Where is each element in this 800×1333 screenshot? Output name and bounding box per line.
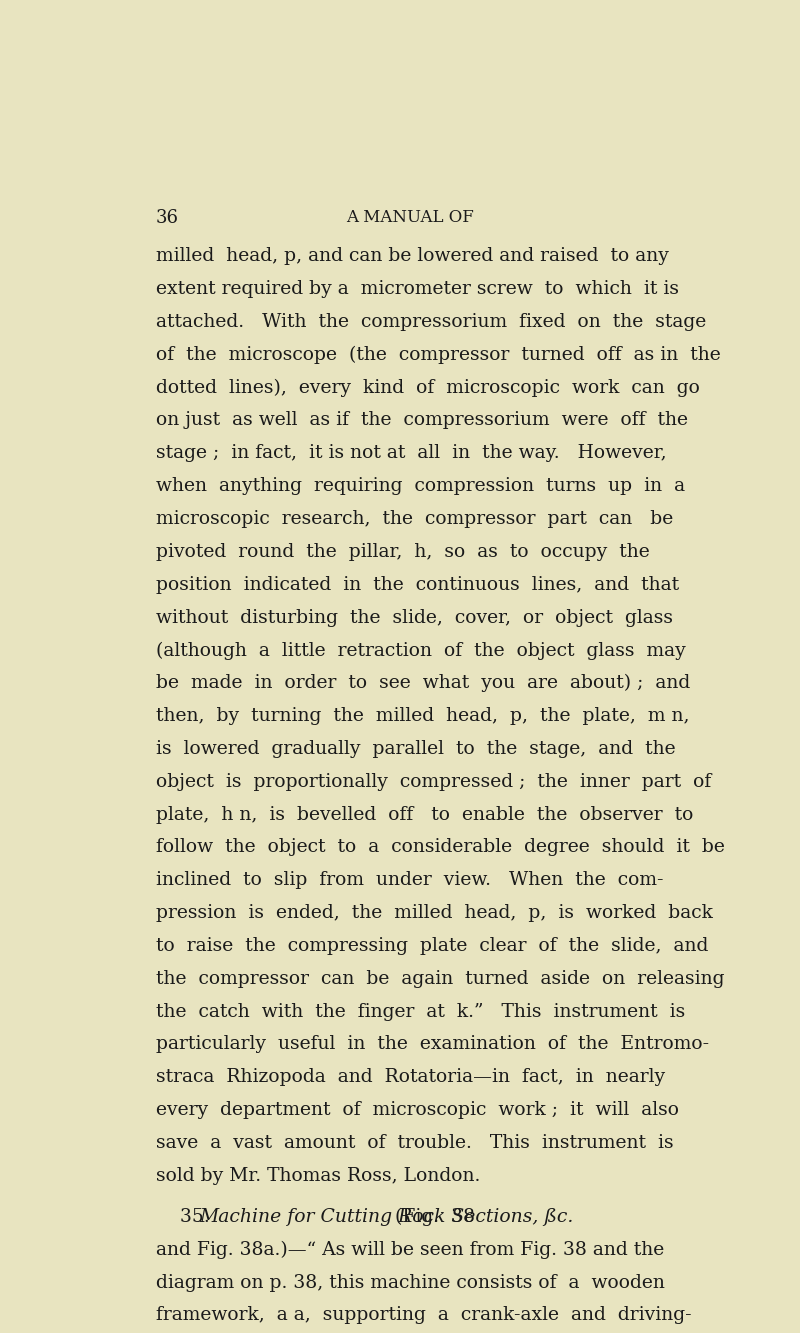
Text: be  made  in  order  to  see  what  you  are  about) ;  and: be made in order to see what you are abo… [156,674,690,692]
Text: sold by Mr. Thomas Ross, London.: sold by Mr. Thomas Ross, London. [156,1166,480,1185]
Text: straca  Rhizopoda  and  Rotatoria—in  fact,  in  nearly: straca Rhizopoda and Rotatoria—in fact, … [156,1068,665,1086]
Text: the  catch  with  the  finger  at  k.”   This  instrument  is: the catch with the finger at k.” This in… [156,1002,685,1021]
Text: (although  a  little  retraction  of  the  object  glass  may: (although a little retraction of the obj… [156,641,686,660]
Text: A MANUAL OF: A MANUAL OF [346,209,474,227]
Text: of  the  microscope  (the  compressor  turned  off  as in  the: of the microscope (the compressor turned… [156,345,721,364]
Text: inclined  to  slip  from  under  view.   When  the  com-: inclined to slip from under view. When t… [156,872,663,889]
Text: object  is  proportionally  compressed ;  the  inner  part  of: object is proportionally compressed ; th… [156,773,711,790]
Text: without  disturbing  the  slide,  cover,  or  object  glass: without disturbing the slide, cover, or … [156,608,673,627]
Text: when  anything  requiring  compression  turns  up  in  a: when anything requiring compression turn… [156,477,685,495]
Text: extent required by a  micrometer screw  to  which  it is: extent required by a micrometer screw to… [156,280,678,299]
Text: milled  head, p, and can be lowered and raised  to any: milled head, p, and can be lowered and r… [156,247,669,265]
Text: Machine for Cutting Rock Sections, ßc.: Machine for Cutting Rock Sections, ßc. [199,1208,574,1226]
Text: attached.   With  the  compressorium  fixed  on  the  stage: attached. With the compressorium fixed o… [156,313,706,331]
Text: every  department  of  microscopic  work ;  it  will  also: every department of microscopic work ; i… [156,1101,678,1120]
Text: then,  by  turning  the  milled  head,  p,  the  plate,  m n,: then, by turning the milled head, p, the… [156,706,690,725]
Text: pivoted  round  the  pillar,  h,  so  as  to  occupy  the: pivoted round the pillar, h, so as to oc… [156,543,650,561]
Text: diagram on p. 38, this machine consists of  a  wooden: diagram on p. 38, this machine consists … [156,1273,665,1292]
Text: 35.: 35. [156,1208,222,1226]
Text: follow  the  object  to  a  considerable  degree  should  it  be: follow the object to a considerable degr… [156,838,725,856]
Text: is  lowered  gradually  parallel  to  the  stage,  and  the: is lowered gradually parallel to the sta… [156,740,675,758]
Text: particularly  useful  in  the  examination  of  the  Entromo-: particularly useful in the examination o… [156,1036,709,1053]
Text: on just  as well  as if  the  compressorium  were  off  the: on just as well as if the compressorium … [156,412,688,429]
Text: save  a  vast  amount  of  trouble.   This  instrument  is: save a vast amount of trouble. This inst… [156,1134,674,1152]
Text: (Fig.  38: (Fig. 38 [383,1208,475,1226]
Text: the  compressor  can  be  again  turned  aside  on  releasing: the compressor can be again turned aside… [156,970,724,988]
Text: to  raise  the  compressing  plate  clear  of  the  slide,  and: to raise the compressing plate clear of … [156,937,708,954]
Text: pression  is  ended,  the  milled  head,  p,  is  worked  back: pression is ended, the milled head, p, i… [156,904,713,922]
Text: position  indicated  in  the  continuous  lines,  and  that: position indicated in the continuous lin… [156,576,679,593]
Text: stage ;  in fact,  it is not at  all  in  the way.   However,: stage ; in fact, it is not at all in the… [156,444,666,463]
Text: plate,  h n,  is  bevelled  off   to  enable  the  observer  to: plate, h n, is bevelled off to enable th… [156,805,693,824]
Text: dotted  lines),  every  kind  of  microscopic  work  can  go: dotted lines), every kind of microscopic… [156,379,700,397]
Text: and Fig. 38a.)—“ As will be seen from Fig. 38 and the: and Fig. 38a.)—“ As will be seen from Fi… [156,1241,664,1260]
Text: framework,  a a,  supporting  a  crank-axle  and  driving-: framework, a a, supporting a crank-axle … [156,1306,691,1325]
Text: 36: 36 [156,209,179,227]
Text: microscopic  research,  the  compressor  part  can   be: microscopic research, the compressor par… [156,511,673,528]
